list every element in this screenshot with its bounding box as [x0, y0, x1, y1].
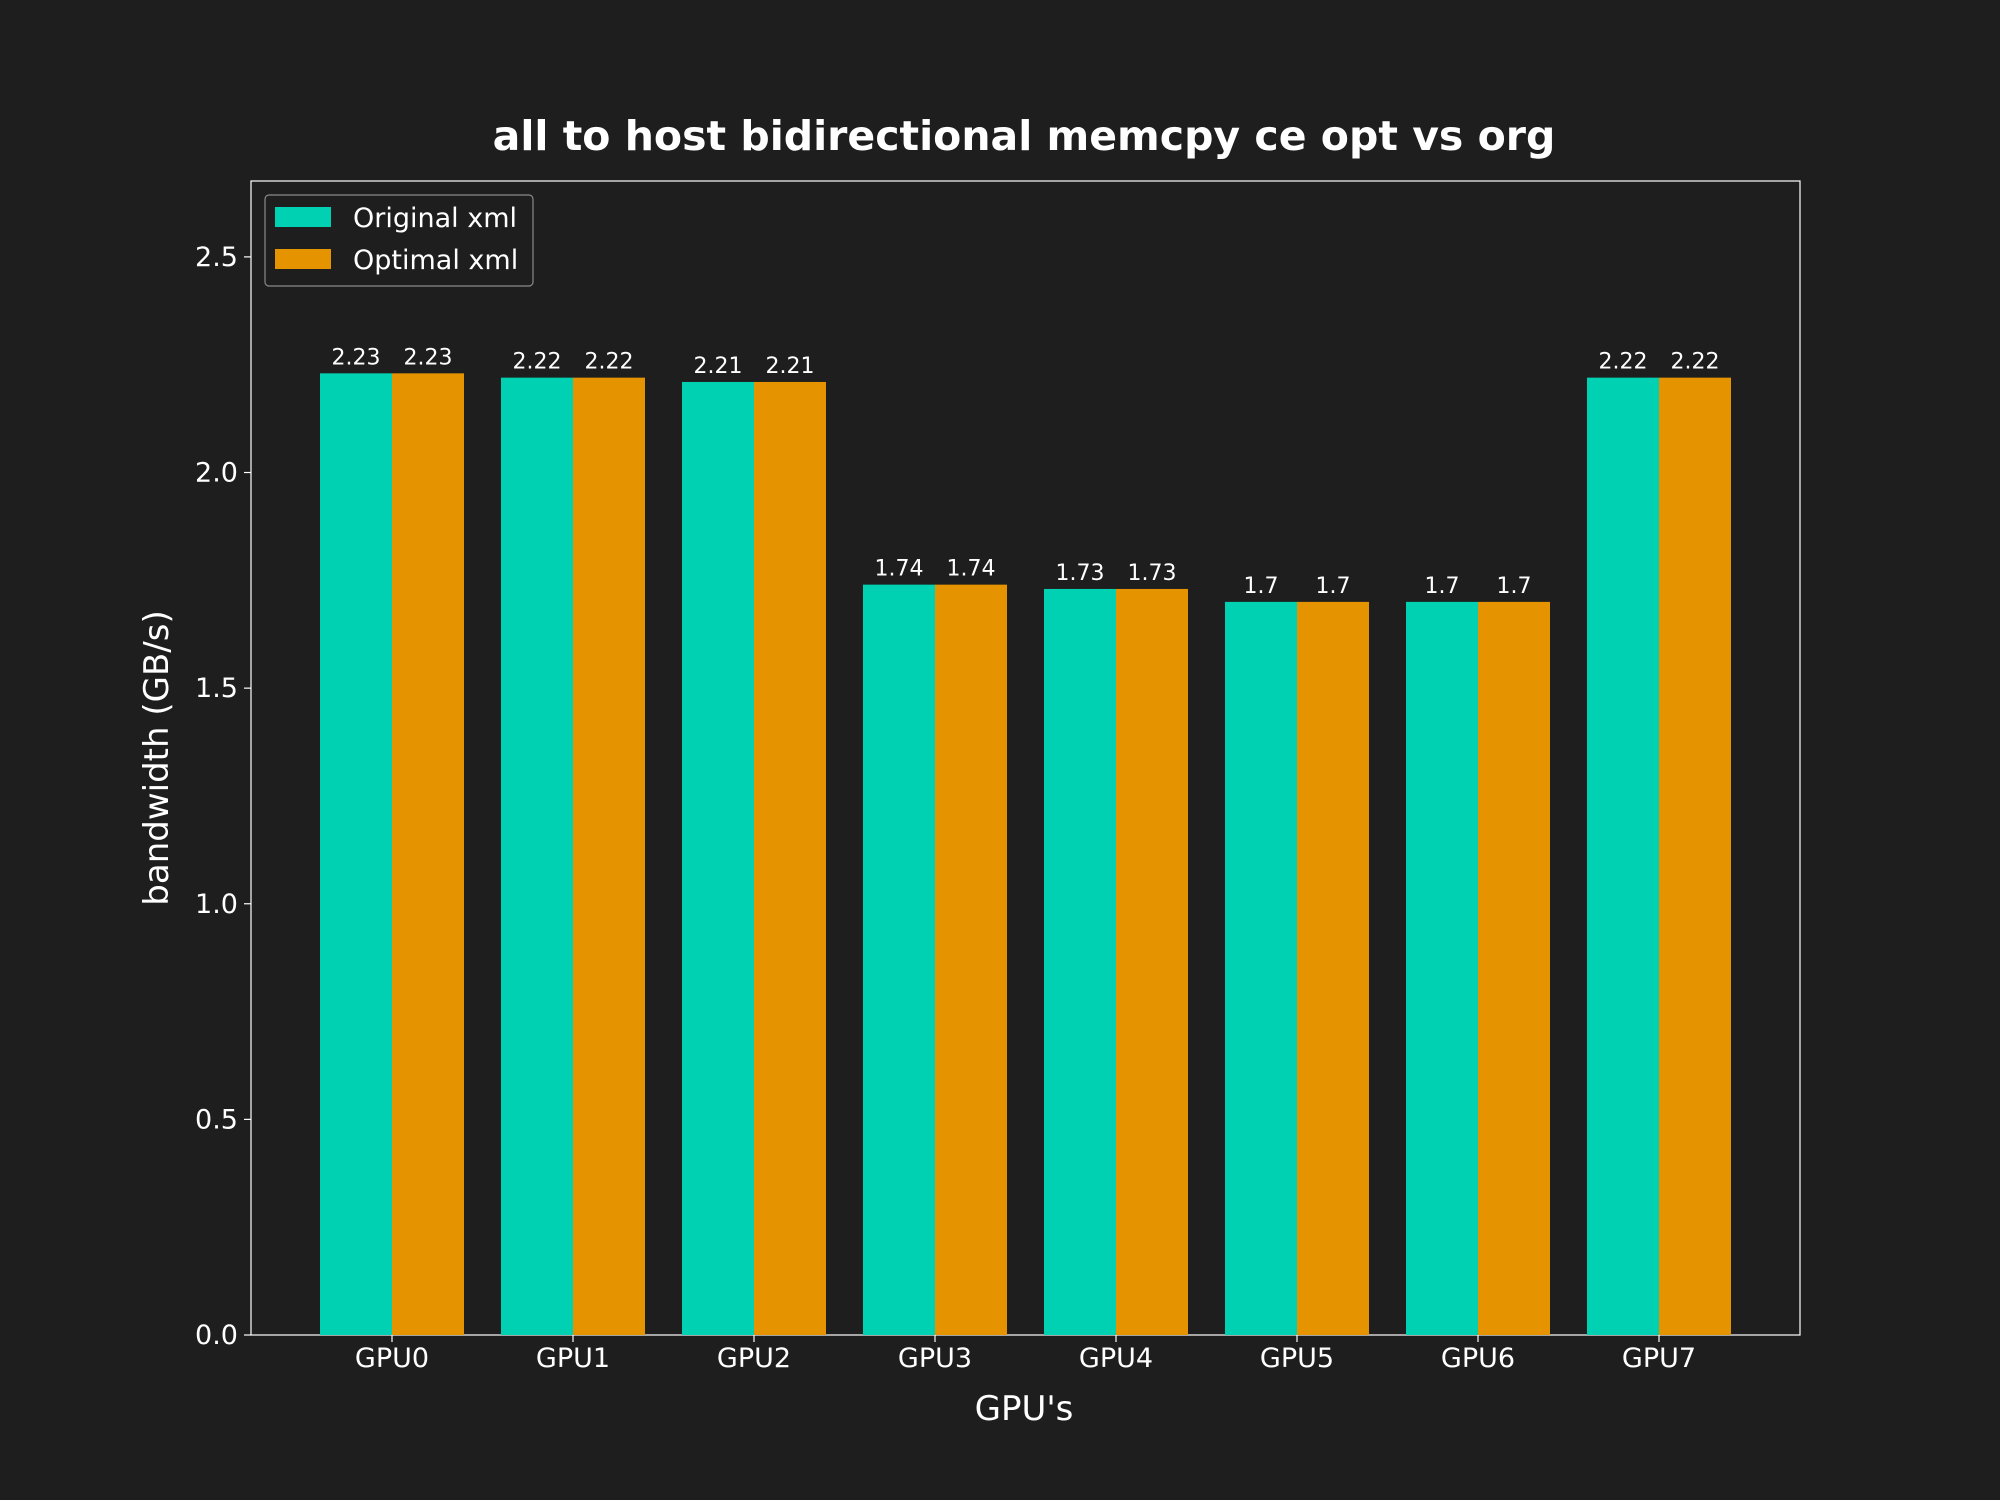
bars-group	[320, 373, 1731, 1336]
legend-label-original: Original xml	[353, 203, 517, 234]
y-tick-label: 1.0	[195, 889, 238, 920]
x-axis-title: GPU's	[975, 1389, 1074, 1429]
bar-value-label: 2.21	[766, 354, 815, 379]
bar-original-gpu2	[682, 381, 754, 1336]
bar-labels-group: 2.23 2.22 2.21 1.74 1.73 1.7 1.7 2.22 2.23 2.22 2.…	[332, 345, 1720, 599]
bar-original-gpu1	[501, 377, 573, 1335]
bar-value-label: 2.23	[404, 345, 453, 370]
bar-value-label: 1.7	[1244, 574, 1279, 599]
x-tick-label: GPU6	[1441, 1343, 1515, 1374]
bar-original-gpu5	[1225, 601, 1297, 1335]
bar-value-label: 1.73	[1128, 561, 1177, 586]
bar-original-gpu0	[320, 373, 392, 1335]
legend-swatch-optimal	[275, 249, 331, 269]
bar-value-label: 1.7	[1425, 574, 1460, 599]
bar-value-label: 1.7	[1497, 574, 1532, 599]
x-tick-label: GPU0	[355, 1343, 429, 1374]
y-axis: 0.0 0.5 1.0 1.5 2.0 2.5	[195, 242, 251, 1351]
bar-value-label: 1.74	[947, 557, 996, 582]
x-axis: GPU0 GPU1 GPU2 GPU3 GPU4 GPU5 GPU6 GPU7	[355, 1335, 1696, 1374]
legend-label-optimal: Optimal xml	[353, 245, 518, 276]
bar-value-label: 2.22	[585, 350, 634, 375]
bar-optimal-gpu7	[1659, 377, 1731, 1335]
bar-optimal-gpu4	[1116, 588, 1188, 1335]
plot-frame	[250, 180, 1801, 1336]
x-tick-label: GPU4	[1079, 1343, 1153, 1374]
bar-optimal-gpu6	[1478, 601, 1550, 1335]
bar-optimal-gpu5	[1297, 601, 1369, 1335]
y-tick-label: 0.0	[195, 1320, 238, 1351]
bar-original-gpu6	[1406, 601, 1478, 1335]
bar-value-label: 2.22	[1599, 350, 1648, 375]
legend-box	[264, 194, 534, 287]
x-tick-label: GPU2	[717, 1343, 791, 1374]
x-tick-label: GPU1	[536, 1343, 610, 1374]
bar-optimal-gpu3	[935, 584, 1007, 1335]
bar-value-label: 2.22	[513, 350, 562, 375]
bar-value-label: 2.23	[332, 345, 381, 370]
y-tick-label: 2.0	[195, 458, 238, 489]
bar-original-gpu4	[1044, 588, 1116, 1335]
bar-optimal-gpu0	[392, 373, 464, 1335]
y-tick-label: 1.5	[195, 673, 238, 704]
x-tick-label: GPU5	[1260, 1343, 1334, 1374]
bar-value-label: 1.73	[1056, 561, 1105, 586]
bar-value-label: 1.7	[1316, 574, 1351, 599]
x-tick-label: GPU3	[898, 1343, 972, 1374]
bar-original-gpu7	[1587, 377, 1659, 1335]
y-axis-title: bandwidth (GB/s)	[137, 610, 177, 905]
bar-value-label: 1.74	[875, 557, 924, 582]
bar-value-label: 2.22	[1671, 350, 1720, 375]
bar-value-label: 2.21	[694, 354, 743, 379]
legend-swatch-original	[275, 207, 331, 227]
bar-original-gpu3	[863, 584, 935, 1335]
bar-optimal-gpu1	[573, 377, 645, 1335]
chart-title: all to host bidirectional memcpy ce opt …	[493, 112, 1556, 160]
bar-optimal-gpu2	[754, 381, 826, 1336]
y-tick-label: 2.5	[195, 242, 238, 273]
y-tick-label: 0.5	[195, 1104, 238, 1135]
x-tick-label: GPU7	[1622, 1343, 1696, 1374]
legend: Original xml Optimal xml	[264, 194, 534, 287]
